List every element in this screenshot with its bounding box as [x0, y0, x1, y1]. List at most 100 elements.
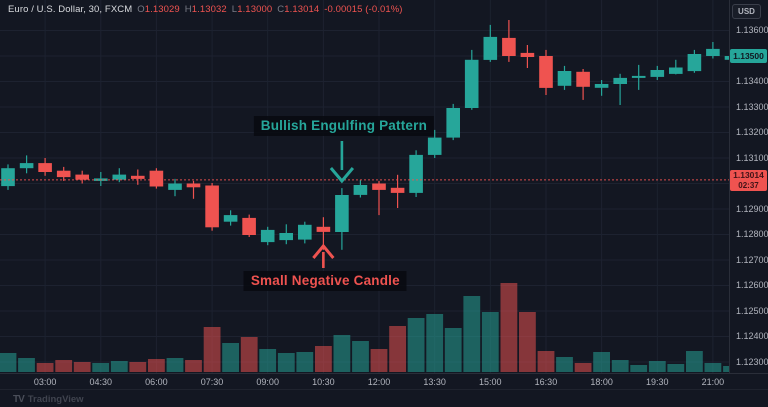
- volume-bar: [166, 358, 184, 372]
- candle-body: [353, 185, 368, 195]
- small-negative-candle-annotation[interactable]: Small Negative Candle: [243, 271, 407, 291]
- candle-body: [149, 170, 164, 187]
- volume-bar: [73, 362, 91, 372]
- time-axis-label: 10:30: [312, 377, 335, 387]
- time-axis-label: 06:00: [145, 377, 168, 387]
- price-axis-label: 1.12300: [736, 356, 768, 367]
- time-axis-label: 18:00: [590, 377, 613, 387]
- price-axis-label: 1.12600: [736, 280, 768, 290]
- candle-body: [260, 229, 275, 243]
- time-axis-label: 13:30: [423, 377, 446, 387]
- volume-bar: [203, 327, 221, 372]
- candle-body: [613, 77, 627, 84]
- high-value: 1.13032: [191, 3, 227, 15]
- volume-bar: [463, 296, 481, 372]
- candle-body: [112, 174, 127, 180]
- annotation-arrows: [312, 141, 355, 268]
- volume-bar: [129, 362, 147, 372]
- time-axis-label: 12:00: [367, 377, 391, 387]
- volume-bar: [574, 363, 592, 372]
- candle-body: [298, 224, 312, 240]
- volume-bar: [55, 360, 73, 372]
- symbol-title[interactable]: Euro / U.S. Dollar, 30, FXCM: [8, 3, 133, 15]
- volume-bar: [481, 312, 499, 372]
- candle-body: [372, 183, 386, 190]
- tradingview-logo-icon: TV: [13, 393, 25, 405]
- countdown-timer: 02:37: [738, 181, 759, 190]
- volume-bar: [537, 351, 555, 372]
- candle-body: [75, 174, 89, 180]
- price-axis-label: 1.12400: [736, 331, 768, 341]
- currency-badge: USD: [732, 4, 761, 19]
- volume-bar: [556, 357, 573, 372]
- time-axis-label: 16:30: [534, 377, 558, 387]
- volume-bar: [593, 352, 610, 372]
- volume-bar: [444, 328, 462, 372]
- candle-body: [724, 56, 730, 60]
- candle-body: [520, 52, 535, 57]
- volume-bar: [185, 360, 202, 372]
- price-axis-label: 1.13100: [736, 152, 768, 163]
- price-axis-label: 1.13200: [736, 127, 768, 137]
- candle-body: [409, 154, 423, 193]
- candle-body: [186, 183, 201, 188]
- volume-bar: [519, 312, 536, 372]
- volume-bar: [500, 283, 518, 372]
- volume-bar: [36, 363, 54, 372]
- candle-body: [539, 56, 553, 88]
- last-price-badge: 1.13500: [730, 49, 767, 63]
- close-label: C: [277, 3, 285, 15]
- bullish-engulfing-annotation[interactable]: Bullish Engulfing Pattern: [253, 116, 435, 136]
- tradingview-watermark[interactable]: TV TradingView: [13, 394, 84, 405]
- volume-bar: [0, 353, 17, 372]
- open-label: O: [137, 3, 145, 15]
- price-axis-label: 1.13600: [736, 25, 768, 35]
- open-value: 1.13029: [144, 3, 180, 15]
- time-axis-label: 03:00: [33, 377, 57, 387]
- candle-body: [131, 175, 145, 179]
- price-axis-label: 1.12700: [736, 254, 768, 265]
- close-value: 1.13014: [284, 3, 320, 15]
- volume-bar: [110, 361, 128, 372]
- bottom-bar: TV TradingView: [0, 389, 768, 407]
- volume-bar: [407, 318, 425, 372]
- candle-body: [279, 233, 293, 241]
- time-axis-label: 15:00: [479, 377, 502, 387]
- time-axis[interactable]: 03:00 04:30 06:00 07:30 09:00 10:30 12:00 13:30…: [0, 373, 768, 390]
- volume-bar: [333, 335, 351, 372]
- candle-body: [650, 70, 665, 77]
- volume-bar: [352, 341, 369, 372]
- volume-bar: [426, 314, 444, 372]
- plot-area[interactable]: [0, 0, 740, 373]
- volume-pane: [0, 283, 730, 372]
- low-label: L: [231, 3, 238, 15]
- candle-body: [576, 71, 590, 87]
- volume-bar: [723, 366, 730, 372]
- volume-bar: [315, 346, 332, 372]
- up-arrow-head-icon[interactable]: [312, 243, 335, 259]
- volume-bar: [296, 352, 314, 372]
- time-axis-label: 21:00: [701, 377, 725, 387]
- time-axis-label: 09:00: [256, 377, 279, 387]
- volume-bar: [92, 363, 110, 372]
- change-value: -0.00015 (-0.01%): [324, 3, 403, 15]
- candle-body: [594, 84, 609, 88]
- price-axis-label: 1.13300: [736, 101, 768, 112]
- price-axis-label: 1.12900: [736, 203, 768, 214]
- down-arrow-head-icon[interactable]: [329, 167, 355, 184]
- candle-body: [464, 59, 479, 108]
- volume-bar: [704, 363, 722, 372]
- volume-bar: [667, 364, 685, 372]
- volume-bar: [277, 353, 295, 372]
- time-axis-label: 04:30: [89, 377, 113, 387]
- candle-body: [205, 185, 219, 228]
- candle-body: [557, 71, 572, 86]
- volume-bar: [259, 349, 277, 372]
- time-axis-label: 19:30: [645, 377, 669, 387]
- candle-body: [316, 226, 331, 232]
- volume-bar: [630, 365, 648, 372]
- volume-bar: [389, 326, 406, 372]
- candle-body: [1, 168, 15, 187]
- time-axis-label: 07:30: [200, 377, 224, 387]
